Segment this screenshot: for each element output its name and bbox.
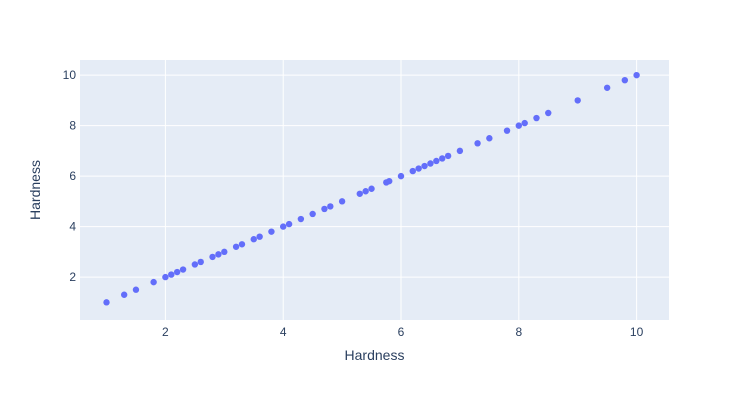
y-tick-label: 6 [69,169,76,183]
data-point [197,258,204,266]
data-point [456,147,464,155]
data-point [297,215,305,223]
data-point [103,299,110,306]
x-axis-title: Hardness [345,347,405,363]
x-tick-label: 8 [515,325,522,339]
data-point [545,109,552,117]
data-point [321,205,328,213]
data-points [103,71,640,306]
data-point [521,119,528,127]
x-tick-label: 6 [398,325,405,339]
data-point [603,84,611,91]
data-point [474,140,481,147]
data-point [421,162,428,170]
data-point [621,76,629,84]
data-point [444,152,452,160]
y-axis-title: Hardness [27,160,43,220]
y-tick-label: 4 [69,220,76,234]
data-point [486,135,493,142]
data-point [356,190,363,197]
plot-background [80,60,669,320]
data-point [386,177,393,185]
data-point [268,228,275,235]
data-point [427,160,434,167]
data-point [179,266,187,273]
data-point [132,286,140,293]
x-tick-label: 4 [280,325,287,339]
data-point [409,167,416,175]
data-point [120,291,128,298]
data-point [168,271,175,278]
y-tick-label: 2 [69,270,76,284]
data-point [232,243,240,250]
data-point [238,241,246,248]
data-point [221,248,228,256]
data-point [209,253,216,261]
data-point [338,198,346,205]
y-tick-label: 8 [69,119,76,133]
data-point [173,268,181,276]
data-point [191,261,199,268]
data-point [533,114,540,122]
data-point [256,233,263,240]
data-point [515,122,523,129]
data-point [250,236,257,243]
data-point [280,223,287,230]
data-point [574,97,581,104]
data-point [215,251,222,258]
data-point [309,210,316,218]
data-point [433,157,440,165]
x-tick-label: 2 [162,325,169,339]
data-point [397,172,405,180]
data-point [327,203,334,210]
y-tick-label: 10 [63,68,77,82]
data-point [368,185,375,192]
data-point [503,127,511,134]
data-point [285,220,293,228]
data-point [362,188,369,195]
x-tick-label: 10 [630,325,644,339]
data-point [415,165,422,172]
data-point [150,278,157,286]
data-point [633,71,640,79]
data-point [162,273,169,281]
tick-labels: 2 4 6 8 10 2 4 6 8 10 [63,68,644,339]
gridlines [80,60,669,320]
data-point [439,155,446,162]
